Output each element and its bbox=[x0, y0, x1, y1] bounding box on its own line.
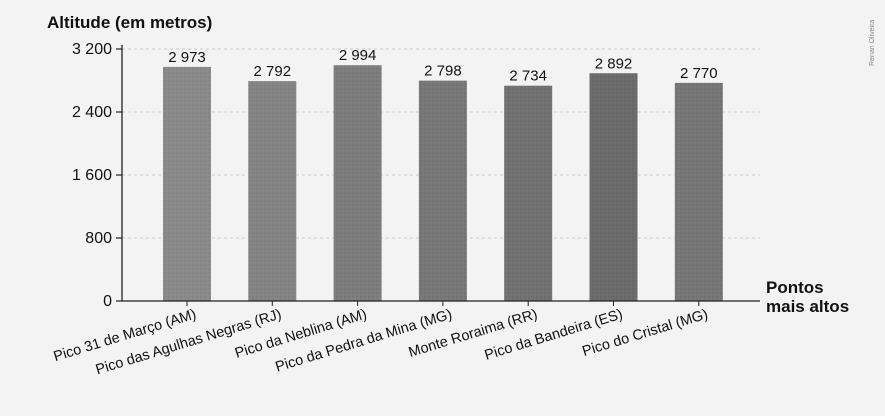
y-axis-label: Altitude (em metros) bbox=[47, 13, 212, 32]
bar-value-label: 2 734 bbox=[509, 68, 547, 85]
bar-texture bbox=[589, 73, 638, 301]
bar-value-label: 2 770 bbox=[680, 65, 718, 82]
photo-credit: Renan Oliveira bbox=[869, 20, 876, 66]
x-axis-label-line2: mais altos bbox=[766, 297, 849, 316]
y-tick-label: 3 200 bbox=[72, 41, 112, 58]
bar-texture bbox=[248, 81, 297, 301]
bar-value-label: 2 973 bbox=[168, 49, 206, 66]
bars-group: 2 973 2 792 2 994 2 798 2 734 2 892 2 770 bbox=[163, 47, 723, 301]
bar-texture bbox=[333, 65, 382, 301]
bar-value-label: 2 792 bbox=[254, 63, 292, 80]
bar-texture bbox=[674, 82, 723, 301]
y-tick-label: 800 bbox=[85, 230, 112, 247]
bar-value-label: 2 994 bbox=[339, 47, 377, 64]
bar-value-label: 2 798 bbox=[424, 63, 462, 80]
bar-value-label: 2 892 bbox=[595, 55, 633, 72]
bar-texture bbox=[163, 66, 211, 301]
x-axis-label-line1: Pontos bbox=[766, 278, 824, 297]
bar-texture bbox=[418, 80, 467, 301]
y-tick-label: 1 600 bbox=[72, 167, 112, 184]
bar-texture bbox=[504, 85, 553, 301]
y-tick-label: 0 bbox=[103, 293, 112, 310]
y-tick-label: 2 400 bbox=[72, 104, 112, 121]
